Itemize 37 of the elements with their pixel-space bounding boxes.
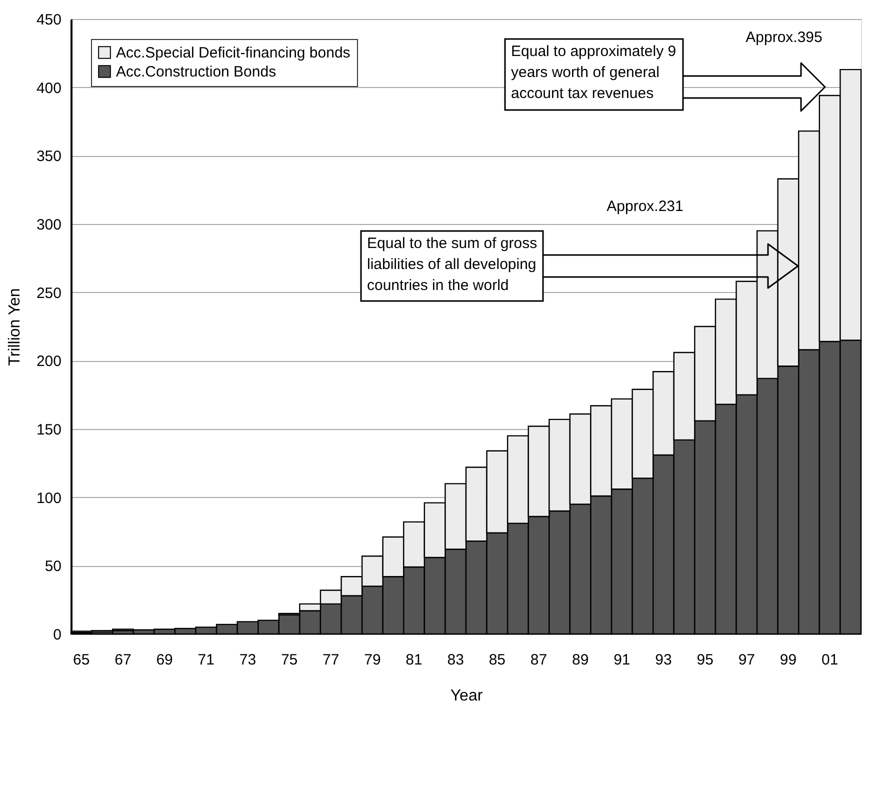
x-tick-label: 87 [530, 652, 548, 668]
y-tick-label: 100 [36, 490, 62, 507]
y-tick-label: 400 [36, 80, 62, 97]
y-tick-label: 300 [36, 216, 62, 234]
x-tick-label: 65 [73, 652, 90, 668]
y-tick-label: 450 [36, 12, 62, 28]
x-axis-title: Year [450, 688, 484, 704]
y-tick-label: 0 [53, 626, 62, 644]
x-tick-label: 75 [280, 652, 298, 668]
x-tick-label: 97 [738, 652, 755, 668]
legend-label: Acc.Construction Bonds [116, 64, 276, 80]
y-tick-label: 350 [36, 148, 62, 166]
y-tick-label: 250 [36, 284, 62, 302]
x-tick-label: 67 [114, 652, 132, 668]
legend-label: Acc.Special Deficit-financing bonds [116, 44, 350, 62]
x-tick-label: 81 [406, 652, 422, 668]
x-tick-label: 73 [239, 652, 256, 668]
x-tick-label: 69 [156, 652, 173, 668]
annotation: Approx.395 [746, 29, 822, 46]
x-tick-label: 93 [655, 652, 672, 668]
annotation: Equal to approximately 9 years worth of general account tax revenues [511, 43, 676, 102]
y-tick-label: 200 [36, 353, 62, 370]
x-tick-label: 99 [780, 652, 797, 668]
x-tick-label: 89 [572, 652, 589, 668]
x-tick-label: 91 [614, 652, 630, 668]
y-tick-label: 50 [44, 558, 62, 576]
x-tick-label: 79 [364, 652, 381, 668]
annotation: Approx.231 [606, 198, 684, 215]
y-tick-label: 150 [36, 422, 62, 438]
y-axis-title: Trillion Yen [6, 288, 24, 366]
x-tick-label: 85 [488, 652, 506, 668]
annotation: Equal to the sum of gross liabilities of all developing countries in the world [367, 235, 538, 294]
x-tick-label: 01 [821, 652, 838, 668]
x-tick-label: 95 [696, 652, 714, 668]
x-tick-label: 77 [322, 652, 340, 668]
x-tick-label: 71 [198, 652, 214, 668]
x-tick-label: 83 [447, 652, 464, 668]
